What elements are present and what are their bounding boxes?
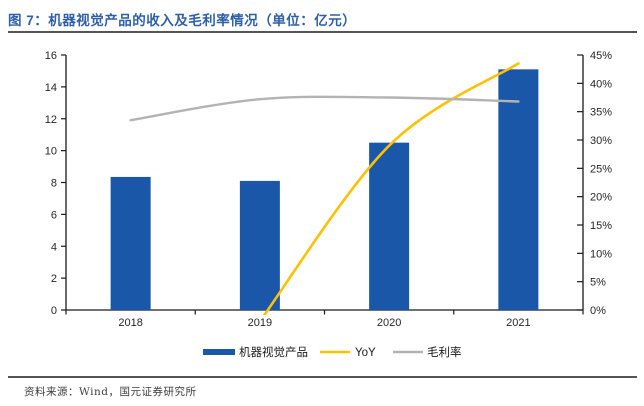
left-axis-label: 0 <box>51 305 57 317</box>
legend-label-margin: 毛利率 <box>427 345 462 359</box>
bar-2020 <box>369 142 410 310</box>
right-axis-label: 40% <box>590 78 612 90</box>
left-axis-label: 12 <box>45 114 57 126</box>
left-axis-label: 2 <box>51 273 57 285</box>
left-axis-label: 10 <box>45 146 57 158</box>
legend-bar-swatch <box>203 349 235 355</box>
left-axis-label: 16 <box>45 50 57 62</box>
footer-divider <box>8 376 637 378</box>
right-axis-label: 5% <box>590 277 606 289</box>
revenue-margin-chart: 0 2 4 6 8 10 12 14 16 0% 5% 10% 15% 20% 25% 30% 35% 40% 45… <box>45 50 612 359</box>
title-divider <box>8 31 637 33</box>
source-text: 资料来源：Wind，国元证券研究所 <box>24 386 197 398</box>
right-axis-label: 20% <box>590 192 612 204</box>
right-axis-label: 30% <box>590 135 612 147</box>
right-axis-label: 0% <box>590 305 606 317</box>
line-series-group <box>129 62 520 315</box>
bar-2021 <box>498 69 539 310</box>
bar-2019 <box>239 180 280 310</box>
figure-title: 图 7：机器视觉产品的收入及毛利率情况（单位：亿元） <box>8 13 357 28</box>
category-label: 2020 <box>377 317 401 329</box>
gross-margin-line <box>129 95 520 122</box>
left-axis-label: 14 <box>45 82 57 94</box>
left-axis-label: 8 <box>51 178 57 190</box>
left-axis-label: 4 <box>51 241 57 253</box>
left-axis-label: 6 <box>51 209 57 221</box>
right-axis-label: 25% <box>590 163 612 175</box>
right-axis-label: 15% <box>590 220 612 232</box>
category-label: 2019 <box>248 317 272 329</box>
category-label: 2018 <box>118 317 142 329</box>
right-axis-label: 45% <box>590 50 612 62</box>
right-axis-label: 10% <box>590 248 612 260</box>
category-label: 2021 <box>506 317 530 329</box>
legend-label-yoy: YoY <box>355 347 376 359</box>
bar-2018 <box>110 176 151 310</box>
yoy-line <box>262 62 520 315</box>
right-axis-label: 35% <box>590 107 612 119</box>
legend-label-bar: 机器视觉产品 <box>239 345 308 359</box>
